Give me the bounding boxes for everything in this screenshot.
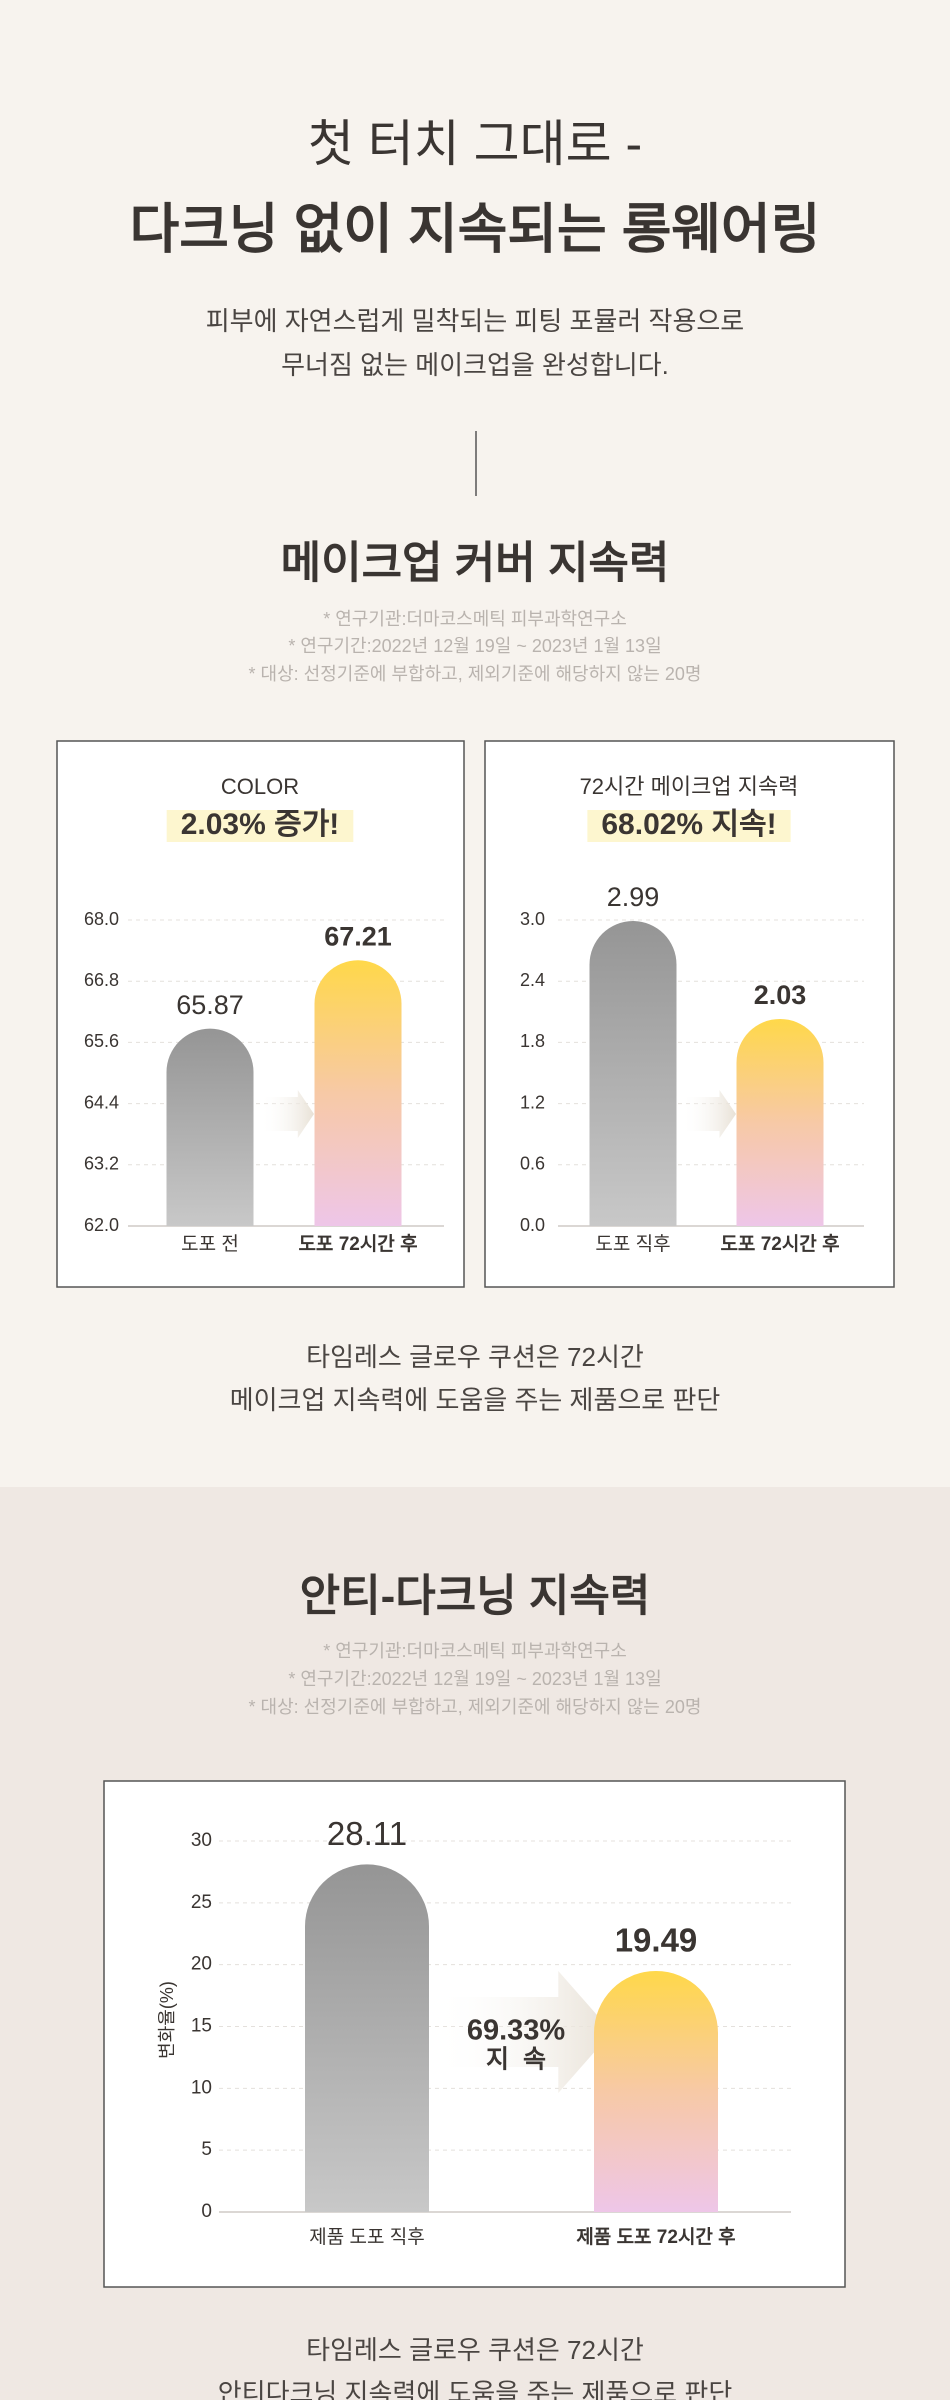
note: * 연구기관:더마코스메틱 피부과학연구소 xyxy=(323,1641,627,1661)
y-tick-label: 63.2 xyxy=(84,1154,119,1174)
bar xyxy=(305,1864,429,2212)
highlight-bg xyxy=(587,810,791,842)
note: * 연구기간:2022년 12월 19일 ~ 2023년 1월 13일 xyxy=(288,1669,661,1689)
section-title: 안티-다크닝 지속력 xyxy=(300,1572,651,1621)
x-tick-label: 도포 72시간 후 xyxy=(298,1233,417,1255)
x-tick-label: 도포 전 xyxy=(181,1233,239,1255)
x-tick-label: 도포 72시간 후 xyxy=(720,1233,839,1255)
highlight-bg xyxy=(166,810,354,842)
note: * 연구기간:2022년 12월 19일 ~ 2023년 1월 13일 xyxy=(288,636,661,656)
note: * 대상: 선정기준에 부합하고, 제외기준에 해당하지 않는 20명 xyxy=(249,664,702,684)
chart-title: COLOR xyxy=(221,774,299,799)
value-label: 28.11 xyxy=(327,1815,407,1852)
y-tick-label: 25 xyxy=(191,1892,212,1913)
conclusion: 타임레스 글로우 쿠션은 72시간 xyxy=(306,2335,644,2365)
x-tick-label: 제품 도포 72시간 후 xyxy=(576,2226,735,2248)
bar xyxy=(589,921,677,1226)
conclusion: 안티다크닝 지속력에 도움을 주는 제품으로 판단 xyxy=(218,2378,733,2400)
value-label: 2.03 xyxy=(754,980,807,1010)
y-tick-label: 0 xyxy=(201,2201,212,2222)
y-tick-label: 10 xyxy=(191,2077,212,2098)
bar xyxy=(314,960,402,1226)
arrow xyxy=(433,1971,612,2093)
header-description: 무너짐 없는 메이크업을 완성합니다. xyxy=(281,350,669,380)
y-tick-label: 3.0 xyxy=(520,909,545,929)
header-title: 다크닝 없이 지속되는 롱웨어링 xyxy=(130,199,821,259)
y-tick-label: 0.6 xyxy=(520,1154,545,1174)
bar xyxy=(736,1018,824,1226)
y-tick-label: 15 xyxy=(191,2016,212,2037)
value-label: 67.21 xyxy=(324,921,392,951)
bar xyxy=(166,1028,254,1226)
header-title: 첫 터치 그대로 - xyxy=(308,116,642,172)
arrow xyxy=(681,1090,736,1138)
y-tick-label: 5 xyxy=(201,2139,212,2160)
y-tick-label: 2.4 xyxy=(520,970,545,990)
x-tick-label: 도포 직후 xyxy=(595,1233,670,1255)
x-tick-label: 제품 도포 직후 xyxy=(309,2226,424,2248)
y-tick-label: 64.4 xyxy=(84,1092,119,1112)
chart-title: 72시간 메이크업 지속력 xyxy=(580,774,799,799)
value-label: 19.49 xyxy=(615,1922,698,1959)
section-title: 메이크업 커버 지속력 xyxy=(281,539,670,588)
chart-highlight: 68.02% 지속! xyxy=(601,808,776,841)
header-description: 피부에 자연스럽게 밀착되는 피팅 포뮬러 작용으로 xyxy=(206,306,744,336)
y-tick-label: 30 xyxy=(191,1830,212,1851)
value-label: 65.87 xyxy=(176,990,244,1020)
value-label: 2.99 xyxy=(607,882,660,912)
conclusion: 타임레스 글로우 쿠션은 72시간 xyxy=(306,1342,644,1372)
conclusion: 메이크업 지속력에 도움을 주는 제품으로 판단 xyxy=(230,1385,721,1415)
annotation: 지 속 xyxy=(486,2046,546,2074)
y-tick-label: 1.2 xyxy=(520,1092,545,1112)
y-tick-label: 20 xyxy=(191,1954,212,1975)
y-tick-label: 65.6 xyxy=(84,1031,119,1051)
note: * 연구기관:더마코스메틱 피부과학연구소 xyxy=(323,609,627,629)
y-tick-label: 1.8 xyxy=(520,1031,545,1051)
y-tick-label: 62.0 xyxy=(84,1215,119,1235)
y-axis-label: 변화율(%) xyxy=(157,1981,177,2059)
bar xyxy=(594,1970,718,2212)
note: * 대상: 선정기준에 부합하고, 제외기준에 해당하지 않는 20명 xyxy=(249,1697,702,1717)
arrow xyxy=(260,1090,314,1138)
chart-highlight: 2.03% 증가! xyxy=(181,808,340,841)
y-tick-label: 66.8 xyxy=(84,970,119,990)
y-tick-label: 68.0 xyxy=(84,909,119,929)
y-tick-label: 0.0 xyxy=(520,1215,545,1235)
annotation: 69.33% xyxy=(467,2015,566,2047)
